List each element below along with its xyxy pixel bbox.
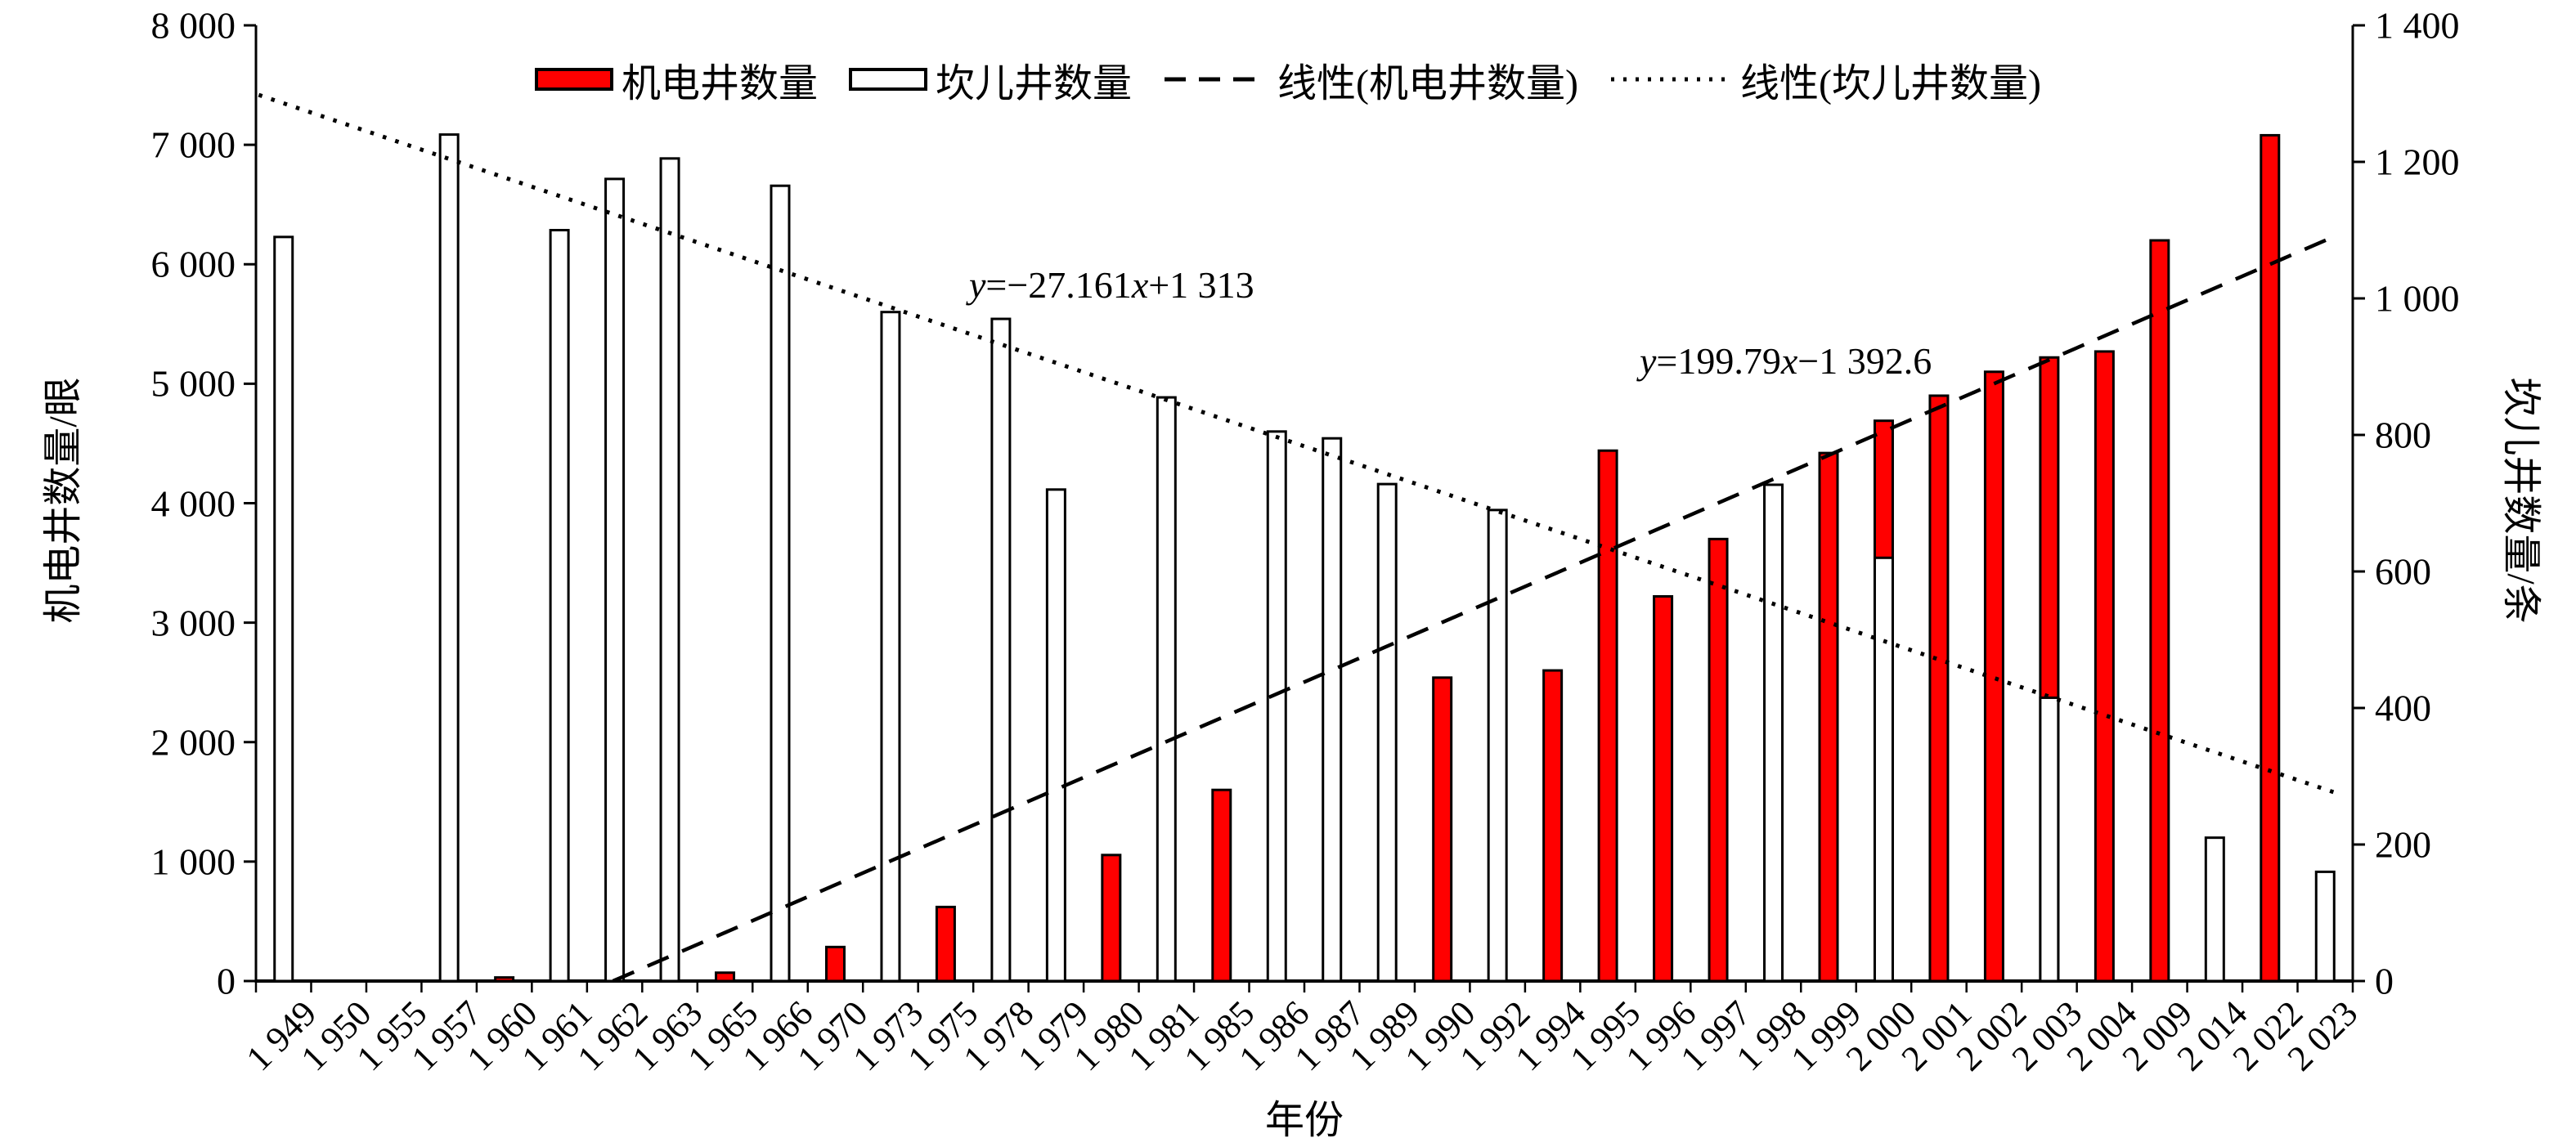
- x-axis-title: 年份: [1264, 1099, 1344, 1142]
- bar-karez-wells-1989: [1376, 482, 1398, 983]
- bar-machine-wells-1997: [1708, 537, 1729, 983]
- bar-karez-wells-2003: [2039, 696, 2060, 983]
- bar-karez-wells-1979: [1045, 488, 1066, 983]
- chart-legend: 机电井数量 坎儿井数量 线性(机电井数量) 线性(坎儿井数量): [0, 51, 2576, 108]
- bar-karez-wells-1963: [659, 157, 680, 983]
- right-axis-tick-label: 1 200: [2375, 141, 2460, 183]
- bar-machine-wells-1999: [1818, 451, 1839, 983]
- legend-item-karez-trend: 线性(坎儿井数量): [1609, 51, 2041, 108]
- left-axis-tick-label: 2 000: [150, 721, 236, 764]
- bar-machine-wells-1960: [494, 976, 515, 983]
- dashed-trendline: [612, 234, 2337, 983]
- bar-machine-wells-2004: [2094, 350, 2115, 983]
- bar-machine-wells-2001: [1928, 394, 1950, 983]
- bar-karez-wells-1998: [1763, 483, 1784, 983]
- right-axis-title: 坎儿井数量/条: [2499, 377, 2542, 624]
- left-axis-tick-label: 5 000: [150, 362, 236, 405]
- machine-well-trend-equation: y=199.79x−1 392.6: [1640, 340, 1932, 382]
- bar-karez-wells-1966: [770, 184, 791, 983]
- bar-machine-wells-1994: [1542, 669, 1564, 983]
- bar-machine-wells-2022: [2260, 133, 2281, 983]
- bar-machine-wells-1995: [1597, 449, 1618, 983]
- bar-machine-wells-1980: [1101, 854, 1122, 983]
- bar-karez-wells-2023: [2314, 870, 2336, 983]
- bar-machine-wells-1996: [1653, 594, 1674, 983]
- bar-karez-wells-1992: [1487, 509, 1508, 983]
- bar-machine-wells-1965: [715, 971, 736, 983]
- bar-karez-wells-1957: [438, 133, 460, 983]
- dotted-line-icon: [1611, 77, 1731, 82]
- left-axis-tick-label: 6 000: [150, 243, 236, 285]
- right-axis-tick-label: 800: [2375, 414, 2431, 456]
- right-axis-tick-label: 1 000: [2375, 277, 2460, 320]
- bar-karez-wells-1986: [1266, 430, 1287, 983]
- legend-label: 线性(机电井数量): [1277, 62, 1579, 105]
- right-axis-tick-label: 200: [2375, 823, 2431, 866]
- bar-karez-wells-1961: [549, 229, 570, 983]
- right-axis-tick-label: 400: [2375, 687, 2431, 729]
- bar-karez-wells-2014: [2204, 836, 2225, 983]
- left-axis-tick-label: 1 000: [150, 840, 236, 883]
- left-axis-title: 机电井数量/眼: [42, 377, 85, 624]
- karez-trend-equation: y=−27.161x+1 313: [969, 264, 1254, 306]
- right-axis-tick-label: 600: [2375, 550, 2431, 593]
- right-axis-tick-label: 1 400: [2375, 4, 2460, 47]
- bar-machine-wells-1970: [824, 945, 846, 983]
- dotted-trendline: [258, 92, 2337, 795]
- bar-machine-wells-2002: [1983, 370, 2004, 983]
- right-axis-tick-label: 0: [2375, 960, 2394, 1002]
- red-bar-swatch-icon: [535, 68, 613, 91]
- legend-label: 线性(坎儿井数量): [1740, 62, 2041, 105]
- left-axis-tick-label: 8 000: [150, 4, 236, 47]
- dashed-line-icon: [1165, 77, 1268, 82]
- white-bar-swatch-icon: [849, 68, 928, 91]
- legend-label: 坎儿井数量: [936, 62, 1133, 105]
- left-axis-tick-label: 4 000: [150, 482, 236, 524]
- bar-karez-wells-1962: [604, 177, 626, 983]
- bar-karez-wells-1978: [990, 317, 1012, 983]
- bar-machine-wells-1975: [935, 905, 956, 983]
- left-axis-tick-label: 7 000: [150, 123, 236, 166]
- bar-karez-wells-2000: [1873, 556, 1894, 983]
- bar-karez-wells-1973: [880, 311, 901, 983]
- left-axis-tick-label: 0: [217, 960, 236, 1002]
- bar-karez-wells-1987: [1322, 437, 1343, 983]
- legend-item-karez-wells: 坎儿井数量: [849, 51, 1132, 108]
- bar-machine-wells-2009: [2149, 239, 2170, 983]
- legend-item-machine-wells: 机电井数量: [535, 51, 818, 108]
- legend-item-machine-trend: 线性(机电井数量): [1163, 51, 1578, 108]
- bar-machine-wells-1985: [1211, 788, 1232, 983]
- left-axis-tick-label: 3 000: [150, 602, 236, 644]
- bar-karez-wells-1949: [273, 235, 294, 983]
- bar-machine-wells-1990: [1432, 676, 1453, 983]
- legend-label: 机电井数量: [622, 62, 819, 105]
- bar-karez-wells-1981: [1156, 396, 1177, 983]
